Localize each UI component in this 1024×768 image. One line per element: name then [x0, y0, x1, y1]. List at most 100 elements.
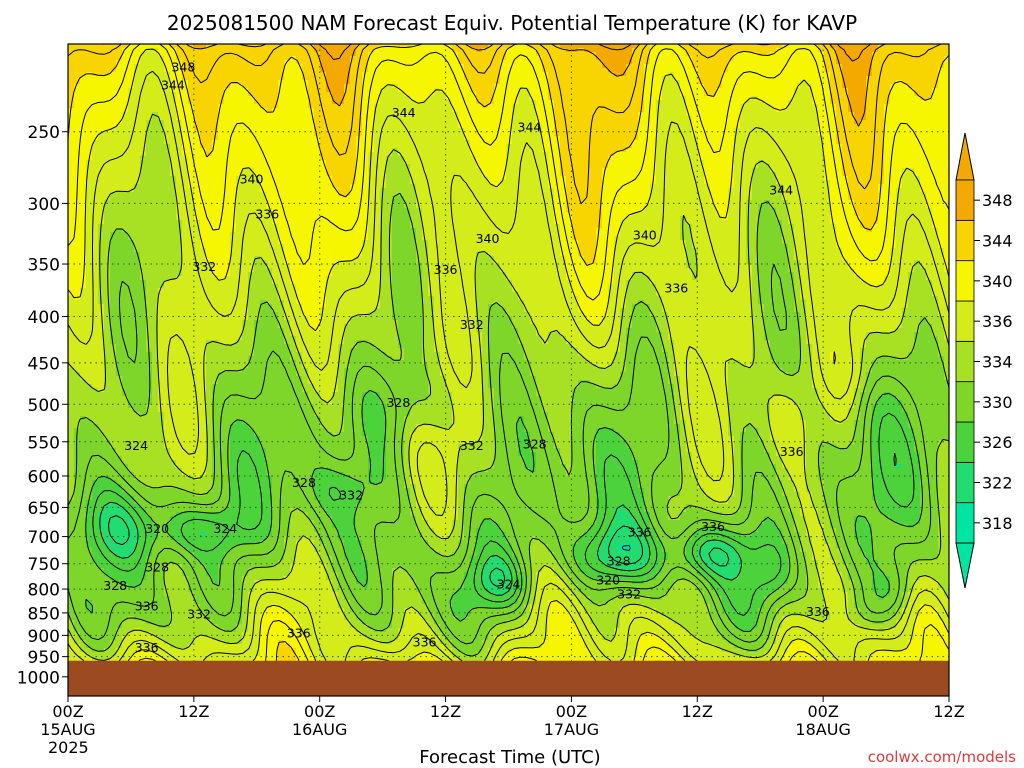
x-axis-title: Forecast Time (UTC) [419, 747, 600, 768]
y-tick-label: 900 [28, 627, 60, 647]
colorbar-tick-label: 336 [982, 312, 1013, 331]
contour-label-text: 336 [413, 634, 437, 649]
x-tick-label: 00Z [52, 702, 83, 721]
contour-label: 336 [780, 444, 804, 459]
colorbar-swatch [956, 261, 974, 301]
below-ground-mask [68, 661, 949, 696]
contour-label: 336 [255, 206, 279, 221]
contour-label-text: 324 [124, 438, 148, 453]
contour-label: 328 [523, 436, 547, 451]
x-date-label: 16AUG [292, 720, 347, 739]
contour-label-text: 320 [596, 573, 620, 588]
contour-label: 332 [460, 317, 484, 332]
colorbar-swatch [956, 382, 974, 422]
chart-title: 2025081500 NAM Forecast Equiv. Potential… [167, 11, 857, 35]
contour-label: 332 [460, 438, 484, 453]
contour-label: 328 [386, 395, 410, 410]
y-tick-label: 550 [28, 433, 60, 453]
contour-label-text: 332 [187, 606, 211, 621]
contour-label-text: 344 [518, 119, 542, 134]
contour-label: 336 [287, 626, 311, 641]
x-tick-label: 12Z [178, 702, 209, 721]
contour-label: 328 [292, 475, 316, 490]
y-tick-label: 700 [28, 528, 60, 548]
contour-label-text: 332 [192, 259, 216, 274]
contour-label-text: 324 [213, 521, 237, 536]
contour-label: 336 [434, 262, 458, 277]
contour-label: 340 [633, 227, 657, 242]
contour-label-text: 324 [497, 577, 521, 592]
contour-label-text: 328 [145, 559, 169, 574]
chart-figure: 2025081500 NAM Forecast Equiv. Potential… [0, 0, 1024, 768]
contour-label: 336 [806, 604, 830, 619]
contour-label-text: 336 [434, 262, 458, 277]
colorbar-tick-label: 334 [982, 353, 1013, 372]
colorbar-swatch [956, 341, 974, 381]
contour-label-text: 332 [617, 586, 641, 601]
contour-label-text: 332 [460, 438, 484, 453]
contour-label: 332 [617, 586, 641, 601]
y-tick-label: 600 [28, 467, 60, 487]
contour-label: 328 [103, 578, 127, 593]
x-tick-label: 00Z [304, 702, 335, 721]
colorbar-swatch [956, 503, 974, 543]
contour-label-text: 328 [386, 395, 410, 410]
colorbar-tick-label: 326 [982, 433, 1013, 452]
colorbar-swatch [956, 180, 974, 220]
contour-label: 320 [145, 521, 169, 536]
x-tick-label: 12Z [430, 702, 461, 721]
contour-label: 344 [769, 183, 793, 198]
contour-label: 344 [518, 119, 542, 134]
contour-label: 328 [145, 559, 169, 574]
y-tick-label: 500 [28, 396, 60, 416]
contour-label-text: 344 [392, 105, 416, 120]
contour-label: 336 [413, 634, 437, 649]
contour-label: 336 [628, 525, 652, 540]
colorbar-top-arrow [956, 133, 974, 180]
contour-label: 336 [135, 598, 159, 613]
contour-label: 324 [213, 521, 237, 536]
x-date-label: 18AUG [795, 720, 850, 739]
y-tick-label: 750 [28, 555, 60, 575]
contour-label: 328 [607, 554, 631, 569]
contour-label: 324 [497, 577, 521, 592]
x-tick-label: 12Z [933, 702, 964, 721]
contour-label: 344 [161, 78, 185, 93]
colorbar-swatch [956, 301, 974, 341]
contour-label-text: 336 [780, 444, 804, 459]
contour-label-text: 328 [607, 554, 631, 569]
contour-label-text: 348 [171, 59, 195, 74]
y-tick-label: 450 [28, 354, 60, 374]
contour-label-text: 336 [664, 281, 688, 296]
contour-label: 336 [664, 281, 688, 296]
colorbar-swatch [956, 422, 974, 462]
contour-label-text: 340 [476, 231, 500, 246]
contour-label: 332 [187, 606, 211, 621]
y-axis: 2503003504004505005506006507007508008509… [17, 123, 68, 688]
contour-label: 348 [171, 59, 195, 74]
x-date-label: 15AUG [40, 720, 95, 739]
contour-label-text: 336 [135, 640, 159, 655]
y-tick-label: 650 [28, 499, 60, 519]
contour-label-text: 344 [161, 78, 185, 93]
contour-label-text: 336 [135, 598, 159, 613]
colorbar-bottom-arrow [956, 543, 974, 588]
contour-label: 320 [596, 573, 620, 588]
contour-label-text: 336 [255, 206, 279, 221]
y-tick-label: 400 [28, 308, 60, 328]
colorbar-tick-label: 330 [982, 393, 1013, 412]
contour-label: 336 [135, 640, 159, 655]
credit-text: coolwx.com/models [868, 748, 1016, 766]
x-tick-label: 12Z [682, 702, 713, 721]
y-tick-label: 350 [28, 256, 60, 276]
contour-label-text: 328 [103, 578, 127, 593]
colorbar-swatch [956, 462, 974, 502]
x-date-label: 17AUG [544, 720, 599, 739]
contour-label-text: 328 [292, 475, 316, 490]
contour-label-text: 332 [460, 317, 484, 332]
colorbar-tick-label: 322 [982, 474, 1013, 493]
y-tick-label: 250 [28, 123, 60, 143]
contour-label: 324 [124, 438, 148, 453]
contour-label: 332 [339, 488, 363, 503]
